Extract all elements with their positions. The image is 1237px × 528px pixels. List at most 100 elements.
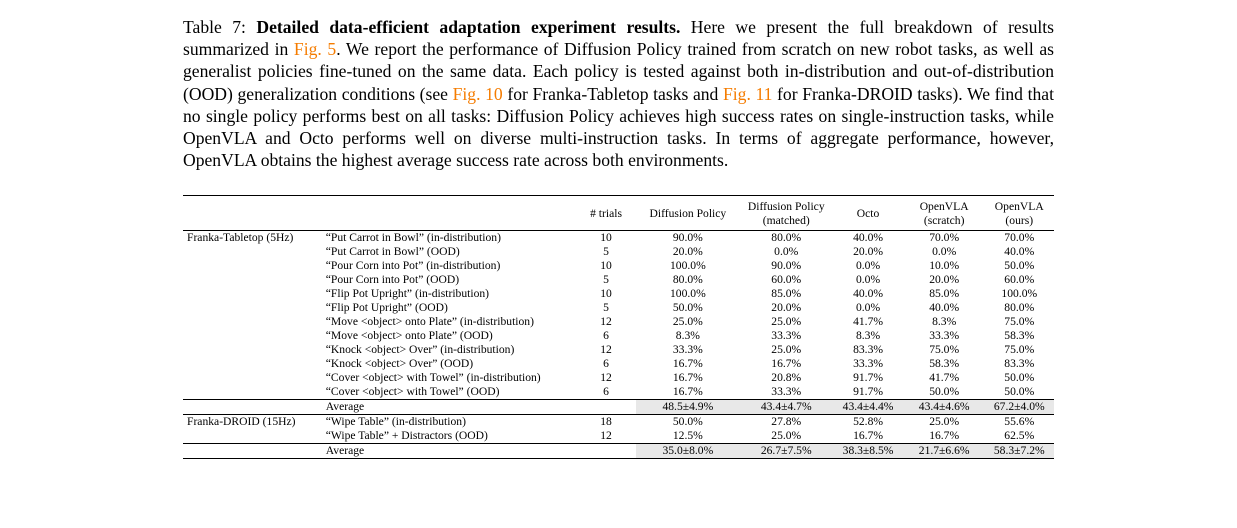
environment-label <box>183 273 322 287</box>
table-caption: Table 7: Detailed data-efficient adaptat… <box>183 16 1054 171</box>
success-rate-cell: 8.3% <box>855 329 881 342</box>
figure-link-fig5[interactable]: Fig. 5 <box>293 39 337 60</box>
success-rate-cell: 80.0% <box>672 273 703 286</box>
task-name: “Wipe Table” + Distractors (OOD) <box>325 429 488 442</box>
success-rate-cell: 40.0% <box>929 301 960 314</box>
success-rate-cell: 75.0% <box>1004 315 1035 328</box>
success-rate-cell: 55.6% <box>984 414 1054 429</box>
success-rate-cell: 8.3% <box>675 329 700 342</box>
success-rate-cell: 0.0% <box>855 273 881 286</box>
task-name: “Pour Corn into Pot” (OOD) <box>325 273 460 286</box>
success-rate-cell: 25.0% <box>771 429 802 442</box>
success-rate-cell: 33.3% <box>771 385 802 398</box>
average-cell: 43.4±4.4% <box>832 399 904 415</box>
success-rate-cell: 40.0% <box>1004 245 1035 258</box>
header-line: (matched) <box>762 214 810 227</box>
success-rate-cell: 33.3% <box>771 329 802 342</box>
environment-label <box>183 357 322 371</box>
success-rate-cell: 8.3% <box>932 315 957 328</box>
success-rate-cell: 16.7% <box>853 429 884 442</box>
success-rate-cell: 20.0% <box>672 245 703 258</box>
success-rate-cell: 83.3% <box>853 343 884 356</box>
success-rate-cell: 10.0% <box>929 259 960 272</box>
success-rate-cell: 16.7% <box>771 357 802 370</box>
average-row: Average 35.0±8.0% 26.7±7.5% 38.3±8.5% 21.7±6… <box>183 443 1054 459</box>
success-rate-cell: 16.7% <box>672 357 703 370</box>
success-rate-cell: 25.0% <box>771 315 802 328</box>
success-rate-cell: 20.0% <box>929 273 960 286</box>
environment-label: Franka-DROID (15Hz) <box>183 414 322 429</box>
success-rate-cell: 25.0% <box>672 315 703 328</box>
success-rate-cell: 100.0% <box>1001 287 1038 300</box>
trials-count: 6 <box>603 329 609 342</box>
task-name: “Wipe Table” (in-distribution) <box>321 414 577 429</box>
success-rate-cell: 85.0% <box>771 287 802 300</box>
success-rate-cell: 33.3% <box>853 357 884 370</box>
trials-count: 10 <box>600 259 612 272</box>
trials-count: 18 <box>576 414 636 429</box>
average-cell: 58.3±7.2% <box>984 443 1054 459</box>
success-rate-cell: 25.0% <box>771 343 802 356</box>
trials-count: 12 <box>600 315 612 328</box>
task-name: “Cover <object> with Towel” (in-distribu… <box>325 371 541 384</box>
success-rate-cell: 27.8% <box>740 414 833 429</box>
success-rate-cell: 16.7% <box>929 429 960 442</box>
header-trials: # trials <box>576 195 636 231</box>
trials-count: 10 <box>576 230 636 245</box>
caption-text-1: Here we present the full breakdown of re… <box>183 17 1054 60</box>
success-rate-cell: 12.5% <box>672 429 703 442</box>
success-rate-cell: 41.7% <box>853 315 884 328</box>
average-cell: 35.0±8.0% <box>635 443 741 459</box>
environment-label <box>183 443 322 459</box>
success-rate-cell: 70.0% <box>984 230 1054 245</box>
table-row: “Flip Pot Upright” (OOD) 5 50.0% 20.0% 0.0% 4… <box>183 301 1054 315</box>
table-row: “Put Carrot in Bowl” (OOD) 5 20.0% 0.0% 20.0… <box>183 245 1054 259</box>
header-line: Diffusion Policy <box>747 200 825 213</box>
table-row: “Cover <object> with Towel” (in-distribu… <box>183 371 1054 385</box>
table-row: “Pour Corn into Pot” (OOD) 5 80.0% 60.0% 0.0… <box>183 273 1054 287</box>
success-rate-cell: 50.0% <box>929 385 960 398</box>
success-rate-cell: 60.0% <box>1004 273 1035 286</box>
success-rate-cell: 83.3% <box>1004 357 1035 370</box>
success-rate-cell: 100.0% <box>669 259 706 272</box>
success-rate-cell: 50.0% <box>635 414 741 429</box>
average-cell: 43.4±4.6% <box>903 399 985 415</box>
caption-text-4: for Franka-DROID tasks). We find that no… <box>183 83 1054 171</box>
table-row: “Move <object> onto Plate” (OOD) 6 8.3% 33.… <box>183 329 1054 343</box>
success-rate-cell: 52.8% <box>832 414 904 429</box>
task-name: “Knock <object> Over” (OOD) <box>325 357 474 370</box>
table-row: “Pour Corn into Pot” (in-distribution) 10… <box>183 259 1054 273</box>
trials-count <box>576 399 636 415</box>
environment-label <box>183 301 322 315</box>
trials-count: 12 <box>600 343 612 356</box>
header-diffusion-policy-matched: Diffusion Policy (matched) <box>740 195 833 231</box>
caption-text-3: for Franka-Tabletop tasks and <box>502 83 723 104</box>
average-label: Average <box>321 443 577 459</box>
figure-link-fig11[interactable]: Fig. 11 <box>722 83 773 104</box>
success-rate-cell: 16.7% <box>672 385 703 398</box>
success-rate-cell: 80.0% <box>1004 301 1035 314</box>
environment-label <box>183 343 322 357</box>
success-rate-cell: 33.3% <box>929 329 960 342</box>
success-rate-cell: 20.0% <box>853 245 884 258</box>
environment-label <box>183 429 322 444</box>
success-rate-cell: 75.0% <box>1004 343 1035 356</box>
table-header-row: # trials Diffusion Policy Diffusion Poli… <box>183 195 1054 231</box>
task-name: “Move <object> onto Plate” (in-distribut… <box>325 315 534 328</box>
environment-label <box>183 287 322 301</box>
success-rate-cell: 58.3% <box>929 357 960 370</box>
header-line: OpenVLA <box>994 200 1044 213</box>
success-rate-cell: 62.5% <box>1004 429 1035 442</box>
average-cell: 43.4±4.7% <box>740 399 833 415</box>
task-name: “Flip Pot Upright” (in-distribution) <box>325 287 490 300</box>
trials-count: 5 <box>603 301 609 314</box>
header-line: (ours) <box>1005 214 1034 227</box>
success-rate-cell: 50.0% <box>1004 371 1035 384</box>
trials-count: 10 <box>600 287 612 300</box>
header-env <box>183 195 322 231</box>
header-diffusion-policy: Diffusion Policy <box>635 195 741 231</box>
figure-link-fig10[interactable]: Fig. 10 <box>452 83 503 104</box>
success-rate-cell: 90.0% <box>635 230 741 245</box>
success-rate-cell: 20.8% <box>771 371 802 384</box>
trials-count: 6 <box>603 357 609 370</box>
